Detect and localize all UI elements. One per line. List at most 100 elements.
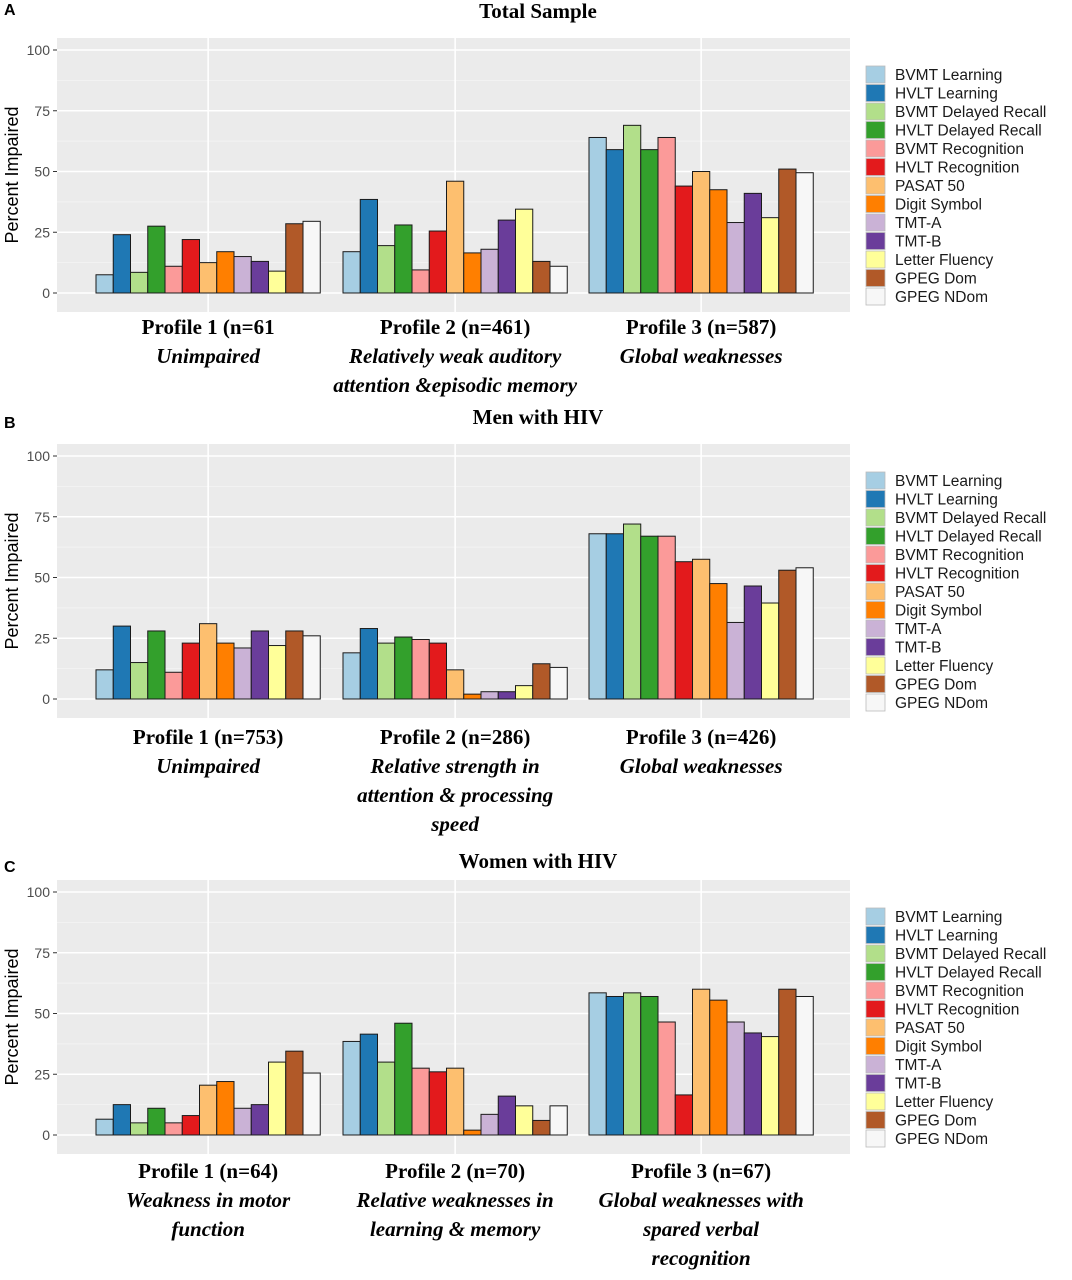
bar-bvmt-learning-profile-2 xyxy=(343,653,360,699)
profile-title: Profile 1 (n=753) xyxy=(133,725,283,749)
bar-gpeg-dom-profile-2 xyxy=(533,1120,550,1135)
bar-letter-fluency-profile-2 xyxy=(516,1106,533,1135)
y-axis-label: Percent Impaired xyxy=(2,512,22,649)
y-axis-label: Percent Impaired xyxy=(2,106,22,243)
legend-key xyxy=(866,491,885,508)
bar-hvlt-recognition-profile-2 xyxy=(429,643,446,699)
legend-label: GPEG NDom xyxy=(895,289,988,306)
legend-label: BVMT Delayed Recall xyxy=(895,946,1046,963)
panel-b: B Men with HIV0255075100Percent ImpairedB… xyxy=(2,405,1046,836)
bar-tmt-b-profile-2 xyxy=(498,1096,515,1135)
profile-title: Profile 2 (n=461) xyxy=(380,315,530,339)
legend-label: GPEG NDom xyxy=(895,695,988,712)
bar-tmt-a-profile-1 xyxy=(234,257,251,293)
bar-pasat-50-profile-1 xyxy=(200,624,217,699)
profile-label-1: Profile 1 (n=61Unimpaired xyxy=(142,315,275,368)
bar-tmt-a-profile-3 xyxy=(727,223,744,293)
legend-label: PASAT 50 xyxy=(895,1020,965,1037)
bar-tmt-b-profile-3 xyxy=(744,1033,761,1135)
legend-key xyxy=(866,583,885,600)
legend-label: Letter Fluency xyxy=(895,252,993,269)
legend-key xyxy=(866,66,885,83)
y-tick-label: 0 xyxy=(42,1127,50,1143)
bar-bvmt-recognition-profile-3 xyxy=(658,1022,675,1135)
legend: BVMT Learning HVLT LearningBVMT Delayed R… xyxy=(866,472,1046,712)
bar-bvmt-delayed-recall-profile-1 xyxy=(131,663,148,699)
bar-digit-symbol-profile-1 xyxy=(217,1082,234,1135)
legend-label: HVLT Delayed Recall xyxy=(895,965,1042,982)
y-tick-label: 0 xyxy=(42,691,50,707)
y-axis-label: Percent Impaired xyxy=(2,948,22,1085)
legend-key xyxy=(866,565,885,582)
panel-title: Men with HIV xyxy=(473,405,604,429)
bar-bvmt-learning-profile-3 xyxy=(589,137,606,293)
legend-key xyxy=(866,140,885,157)
bar-bvmt-delayed-recall-profile-2 xyxy=(378,246,395,293)
bar-bvmt-learning-profile-1 xyxy=(96,1119,113,1135)
legend-label: BVMT Recognition xyxy=(895,141,1024,158)
legend-label: HVLT Learning xyxy=(895,492,998,509)
profile-description: Unimpaired xyxy=(156,344,260,368)
bar-hvlt-delayed-recall-profile-2 xyxy=(395,637,412,699)
bar-bvmt-recognition-profile-2 xyxy=(412,1068,429,1135)
bar-digit-symbol-profile-2 xyxy=(464,694,481,699)
bar-pasat-50-profile-3 xyxy=(693,172,710,294)
panel-a: A Total Sample0255075100Percent ImpairedB… xyxy=(2,0,1046,397)
panel-c: C Women with HIV 0 25 50 75 100 Percent Impaire… xyxy=(2,849,1046,1270)
bar-gpeg-ndom-profile-3 xyxy=(796,996,813,1135)
legend-label: BVMT Learning xyxy=(895,67,1002,84)
bar-bvmt-delayed-recall-profile-2 xyxy=(378,643,395,699)
bar-pasat-50-profile-2 xyxy=(447,1068,464,1135)
bar-digit-symbol-profile-2 xyxy=(464,1130,481,1135)
profile-description: function xyxy=(171,1217,245,1241)
bar-letter-fluency-profile-1 xyxy=(269,271,286,293)
profile-label-1: Profile 1 (n=753) Unimpaired xyxy=(133,725,283,778)
profile-description: spared verbal xyxy=(642,1217,759,1241)
bar-gpeg-ndom-profile-1 xyxy=(303,221,320,293)
bar-hvlt-recognition-profile-1 xyxy=(182,643,199,699)
bar-hvlt-recognition-profile-2 xyxy=(429,231,446,293)
legend-label: TMT-B xyxy=(895,1076,942,1093)
bar-letter-fluency-profile-3 xyxy=(762,1037,779,1135)
bar-bvmt-delayed-recall-profile-3 xyxy=(624,993,641,1135)
profile-label-1: Profile 1 (n=64) Weakness in motor functio… xyxy=(126,1159,291,1241)
bar-pasat-50-profile-1 xyxy=(200,263,217,293)
bar-gpeg-ndom-profile-3 xyxy=(796,173,813,293)
legend-key xyxy=(866,177,885,194)
legend-label: GPEG Dom xyxy=(895,677,977,694)
bar-bvmt-learning-profile-3 xyxy=(589,993,606,1135)
bar-digit-symbol-profile-1 xyxy=(217,252,234,293)
bar-pasat-50-profile-2 xyxy=(447,181,464,293)
y-tick-label: 75 xyxy=(34,945,50,961)
bar-gpeg-ndom-profile-1 xyxy=(303,636,320,699)
bar-tmt-a-profile-2 xyxy=(481,692,498,699)
bar-bvmt-learning-profile-1 xyxy=(96,670,113,699)
legend-key xyxy=(866,159,885,176)
bar-bvmt-recognition-profile-1 xyxy=(165,672,182,699)
legend-label: BVMT Learning xyxy=(895,473,1002,490)
legend-key xyxy=(866,620,885,637)
bar-tmt-b-profile-1 xyxy=(251,631,268,699)
legend-label: BVMT Recognition xyxy=(895,547,1024,564)
panel-letter: B xyxy=(4,415,16,432)
profile-title: Profile 3 (n=587) xyxy=(626,315,776,339)
legend-key xyxy=(866,908,885,925)
bar-hvlt-delayed-recall-profile-1 xyxy=(148,631,165,699)
legend-key xyxy=(866,1019,885,1036)
legend-key xyxy=(866,694,885,711)
legend-label: HVLT Recognition xyxy=(895,160,1019,177)
bar-tmt-b-profile-2 xyxy=(498,220,515,293)
bar-pasat-50-profile-2 xyxy=(447,670,464,699)
bar-hvlt-learning-profile-2 xyxy=(360,1034,377,1135)
legend-label: PASAT 50 xyxy=(895,584,965,601)
legend-label: GPEG Dom xyxy=(895,271,977,288)
bar-hvlt-delayed-recall-profile-3 xyxy=(641,150,658,293)
bar-hvlt-learning-profile-3 xyxy=(606,996,623,1135)
legend-key xyxy=(866,1075,885,1092)
legend-key xyxy=(866,509,885,526)
profile-title: Profile 2 (n=70) xyxy=(385,1159,525,1183)
profile-description: Global weaknesses xyxy=(620,754,783,778)
legend-key xyxy=(866,546,885,563)
bar-bvmt-recognition-profile-1 xyxy=(165,266,182,293)
bar-hvlt-learning-profile-1 xyxy=(113,1105,130,1135)
